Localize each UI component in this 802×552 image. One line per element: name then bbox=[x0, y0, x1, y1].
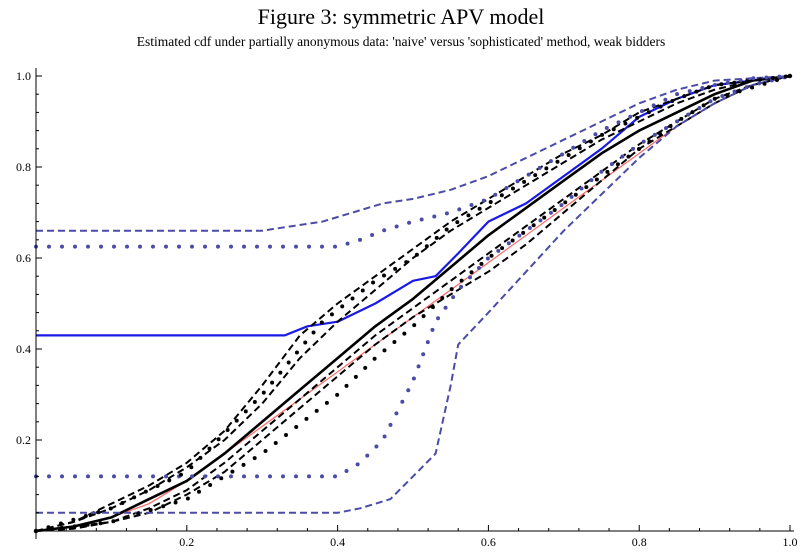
y-tick-label: 0.2 bbox=[16, 433, 31, 447]
x-tick-label: 0.8 bbox=[632, 535, 647, 549]
series-line-black-dashed-lower bbox=[35, 75, 791, 532]
series-line-black-solid bbox=[35, 74, 791, 533]
series-line-black-dashed-upper2 bbox=[35, 75, 791, 532]
axes-layer: 0.2 0.4 0.6 0.8 1.0 0.2 0.4 0.6 0.8 1.0 bbox=[16, 68, 798, 549]
series-line-black-dashed-lower2 bbox=[35, 75, 791, 532]
series-line-black-dashed-upper bbox=[35, 75, 791, 532]
y-tick-label: 1.0 bbox=[16, 69, 31, 83]
series-line-blue-solid bbox=[36, 74, 791, 337]
series-line-red-line bbox=[35, 75, 791, 532]
x-tick-label: 0.6 bbox=[481, 535, 496, 549]
x-tick-label: 0.2 bbox=[179, 535, 194, 549]
series-line-navy-dashed-lower bbox=[36, 75, 791, 514]
x-tick-label: 1.0 bbox=[783, 535, 798, 549]
series-line-navy-dashed-upper bbox=[36, 75, 791, 232]
x-tick-label: 0.4 bbox=[330, 535, 345, 549]
y-tick-label: 0.6 bbox=[16, 251, 31, 265]
end-point bbox=[787, 73, 793, 79]
chart-subtitle: Estimated cdf under partially anonymous … bbox=[136, 34, 666, 49]
series-layer bbox=[33, 73, 793, 534]
chart-title: Figure 3: symmetric APV model bbox=[257, 4, 545, 29]
series-line-navy-dotted-lower bbox=[34, 74, 792, 479]
series-line-black-dotted-lower bbox=[34, 74, 792, 533]
y-tick-label: 0.4 bbox=[16, 342, 31, 356]
y-tick-label: 0.8 bbox=[16, 160, 31, 174]
series-line-black-dotted-upper bbox=[34, 74, 792, 533]
series-line-navy-dotted-upper bbox=[34, 74, 792, 249]
